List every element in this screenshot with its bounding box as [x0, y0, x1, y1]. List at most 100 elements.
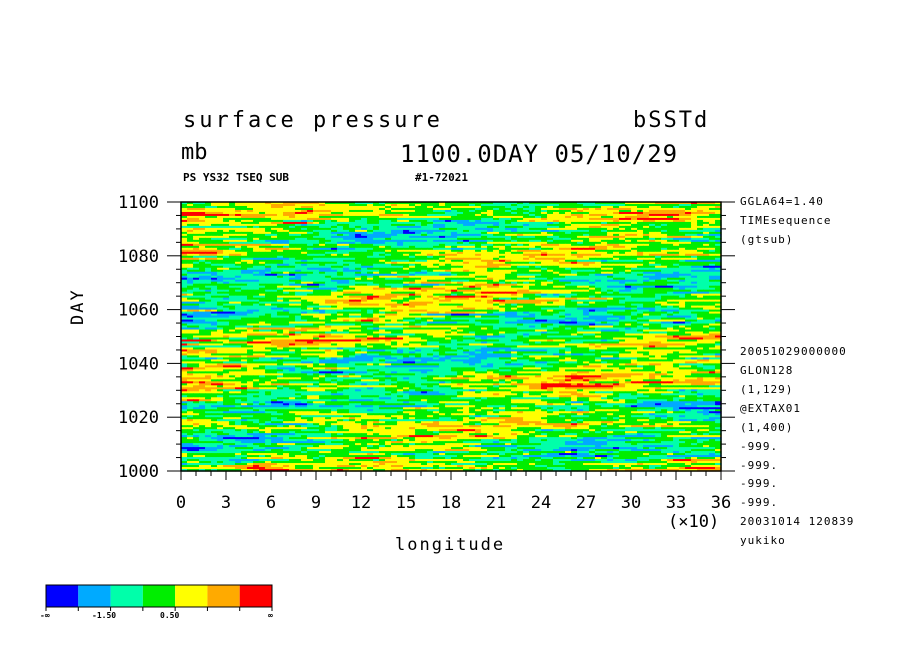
heatmap-cell	[493, 237, 500, 241]
heatmap-cell	[367, 267, 374, 271]
heatmap-cell	[289, 209, 296, 213]
heatmap-cell	[397, 221, 404, 225]
heatmap-cell	[709, 233, 716, 237]
heatmap-cell	[415, 279, 422, 283]
heatmap-cell	[553, 283, 560, 287]
heatmap-cell	[295, 259, 302, 263]
heatmap-cell	[421, 297, 428, 301]
heatmap-cell	[505, 277, 512, 281]
heatmap-cell	[595, 247, 602, 251]
heatmap-cell	[433, 269, 440, 273]
heatmap-cell	[361, 245, 368, 249]
heatmap-cell	[535, 265, 542, 269]
heatmap-cell	[409, 279, 416, 283]
heatmap-cell	[571, 257, 578, 261]
heatmap-cell	[349, 223, 356, 227]
heatmap-cell	[607, 207, 614, 211]
heatmap-cell	[313, 291, 320, 295]
heatmap-cell	[715, 267, 722, 271]
heatmap-cell	[223, 307, 230, 311]
heatmap-cell	[703, 263, 710, 267]
heatmap-cell	[565, 247, 572, 251]
heatmap-cell	[397, 287, 404, 291]
heatmap-cell	[283, 229, 290, 233]
heatmap-cell	[451, 263, 458, 267]
heatmap-cell	[703, 305, 710, 309]
heatmap-cell	[385, 287, 392, 291]
heatmap-cell	[289, 287, 296, 291]
heatmap-cell	[391, 277, 398, 281]
heatmap-cell	[619, 273, 626, 277]
heatmap-cell	[385, 253, 392, 257]
heatmap-cell	[253, 257, 260, 261]
heatmap-cell	[193, 271, 200, 275]
heatmap-cell	[457, 205, 464, 209]
heatmap-cell	[523, 217, 530, 221]
heatmap-cell	[211, 289, 218, 293]
heatmap-cell	[595, 261, 602, 265]
heatmap-cell	[259, 223, 266, 227]
heatmap-cell	[493, 289, 500, 293]
heatmap-cell	[385, 237, 392, 241]
heatmap-cell	[415, 233, 422, 237]
heatmap-cell	[415, 305, 422, 309]
heatmap-cell	[229, 283, 236, 287]
heatmap-cell	[565, 265, 572, 269]
heatmap-cell	[217, 267, 224, 271]
heatmap-cell	[529, 219, 536, 223]
heatmap-cell	[241, 273, 248, 277]
heatmap-cell	[679, 217, 686, 221]
heatmap-cell	[265, 249, 272, 253]
heatmap-cell	[373, 221, 380, 225]
heatmap-cell	[439, 217, 446, 221]
heatmap-cell	[631, 241, 638, 245]
heatmap-cell	[595, 221, 602, 225]
heatmap-cell	[439, 229, 446, 233]
heatmap-cell	[445, 229, 452, 233]
heatmap-cell	[595, 265, 602, 269]
heatmap-cell	[271, 261, 278, 265]
heatmap-cell	[631, 235, 638, 239]
heatmap-cell	[463, 291, 470, 295]
heatmap-cell	[229, 281, 236, 285]
heatmap-cell	[271, 307, 278, 311]
heatmap-cell	[223, 243, 230, 247]
heatmap-cell	[553, 255, 560, 259]
heatmap-cell	[481, 221, 488, 225]
heatmap-cell	[445, 275, 452, 279]
heatmap-cell	[295, 231, 302, 235]
heatmap-cell	[535, 281, 542, 285]
heatmap-cell	[529, 235, 536, 239]
heatmap-cell	[547, 259, 554, 263]
heatmap-cell	[223, 297, 230, 301]
heatmap-cell	[379, 265, 386, 269]
heatmap-cell	[589, 203, 596, 207]
heatmap-cell	[583, 283, 590, 287]
heatmap-cell	[415, 253, 422, 257]
heatmap-cell	[229, 245, 236, 249]
heatmap-cell	[631, 215, 638, 219]
heatmap-cell	[379, 205, 386, 209]
heatmap-cell	[265, 305, 272, 309]
heatmap-cell	[253, 305, 260, 309]
heatmap-cell	[265, 281, 272, 285]
heatmap-cell	[325, 241, 332, 245]
heatmap-cell	[307, 295, 314, 299]
heatmap-cell	[217, 255, 224, 259]
heatmap-cell	[493, 225, 500, 229]
heatmap-cell	[595, 251, 602, 255]
heatmap-cell	[373, 287, 380, 291]
heatmap-cell	[427, 259, 434, 263]
heatmap-cell	[553, 259, 560, 263]
heatmap-cell	[559, 219, 566, 223]
heatmap-cell	[517, 241, 524, 245]
heatmap-cell	[439, 269, 446, 273]
heatmap-cell	[679, 305, 686, 309]
heatmap-cell	[661, 301, 668, 305]
heatmap-cell	[427, 257, 434, 261]
heatmap-cell	[451, 281, 458, 285]
heatmap-cell	[505, 305, 512, 309]
heatmap-cell	[385, 213, 392, 217]
heatmap-cell	[205, 303, 212, 307]
heatmap-cell	[235, 225, 242, 229]
